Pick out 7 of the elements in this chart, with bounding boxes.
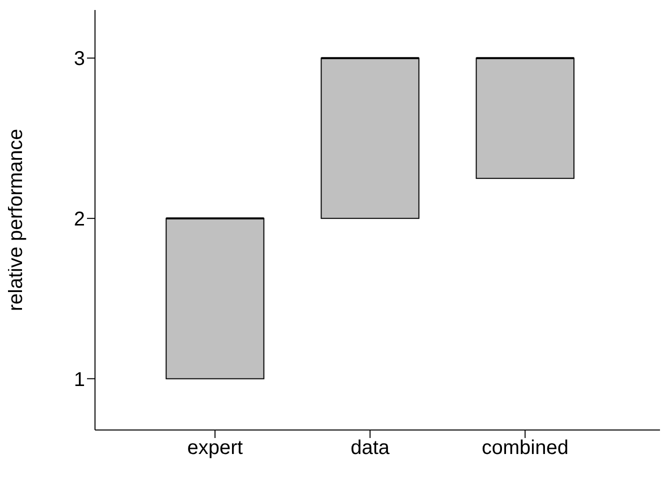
x-tick-label: expert [187,437,244,460]
y-tick-label: 1 [74,368,85,391]
x-tick-label: data [350,437,390,460]
y-axis-title: relative performance [5,128,28,312]
y-tick-label: 2 [74,208,85,230]
y-tick-label: 3 [74,48,85,70]
x-tick-label: combined [482,437,568,460]
